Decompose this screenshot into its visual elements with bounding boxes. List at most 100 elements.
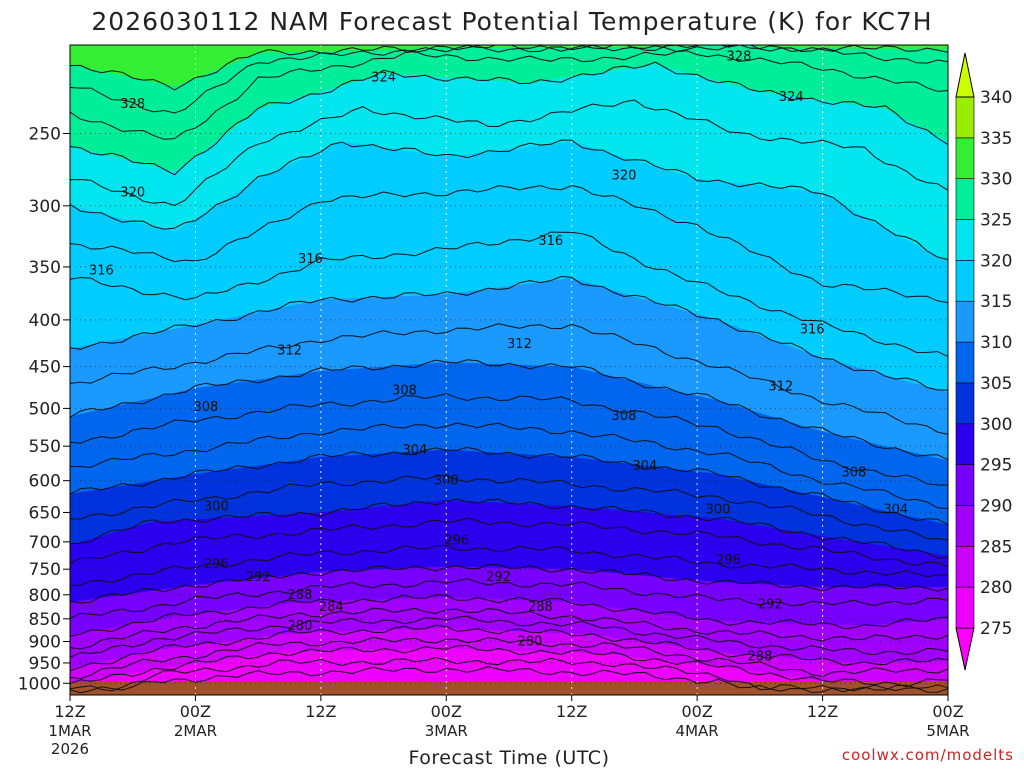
contour-line: [70, 474, 948, 541]
contour-label: 300: [204, 499, 229, 514]
x-tick-label: 12Z: [556, 702, 587, 721]
colorbar-label: 300: [980, 415, 1012, 435]
colorbar-label: 315: [980, 292, 1012, 312]
contour-line: [70, 607, 948, 650]
contour-line: [70, 563, 948, 604]
contour-label: 296: [444, 534, 469, 549]
contour-label: 308: [842, 466, 867, 481]
contour-label: 316: [89, 263, 114, 278]
y-tick-label: 600: [29, 472, 61, 492]
contour-label: 304: [403, 443, 428, 458]
x-tick-label: 12Z: [807, 702, 838, 721]
colorbar-swatch: [955, 341, 975, 384]
contour-line: [70, 578, 948, 619]
x-tick-sublabel: 1MAR: [48, 722, 91, 740]
colorbar-low-arrow: [955, 627, 975, 671]
x-tick-label: 12Z: [305, 702, 336, 721]
contour-labels: 328 324 328 324 320 320 316 316 316 316 312 312 312 3…: [89, 50, 908, 665]
plot-area: [70, 45, 948, 695]
y-tick-label: 750: [29, 560, 61, 580]
credit-link[interactable]: coolwx.com/modelts: [842, 746, 1014, 764]
colorbar-swatch: [955, 178, 975, 220]
colorbar-swatch: [955, 546, 975, 588]
x-tick-label: 00Z: [180, 702, 211, 721]
x-tick-sublabel: 2MAR: [174, 722, 217, 740]
x-tick-label: 12Z: [54, 702, 85, 721]
y-tick-label: 1000: [18, 674, 61, 694]
contour-label: 304: [883, 502, 908, 517]
contour-label: 292: [758, 598, 783, 613]
contour-line: [70, 359, 948, 461]
contour-line: [70, 446, 948, 525]
contour-line: [70, 231, 948, 357]
contour-line: [70, 644, 948, 688]
colorbar-label: 340: [980, 88, 1012, 108]
colorbar-label: 325: [980, 211, 1012, 231]
contour-lines: [70, 45, 948, 694]
colorbar-label: 280: [980, 578, 1012, 598]
contour-label: 280: [288, 619, 313, 634]
x-tick-label: 00Z: [932, 702, 963, 721]
y-tick-label: 850: [29, 610, 61, 630]
colorbar-swatch: [955, 382, 975, 425]
colorbar-swatch: [955, 505, 975, 547]
contour-label: 324: [371, 70, 396, 85]
colorbar: 275 280 285 290 295 300 305 310 315 320 325 330 335 3…: [955, 52, 1012, 671]
contour-label: 280: [517, 634, 542, 649]
x-tick-year: 2026: [51, 740, 89, 758]
contour-line: [70, 594, 948, 637]
x-tick-sublabel: 5MAR: [926, 722, 969, 740]
x-axis-label: Forecast Time (UTC): [409, 747, 610, 768]
grid: [70, 45, 948, 695]
contour-line: [70, 393, 948, 486]
contour-line: [70, 45, 948, 91]
contour-line: [70, 517, 948, 568]
terrain-strip: [70, 682, 948, 695]
contour-line: [70, 615, 948, 659]
x-tick-label: 00Z: [431, 702, 462, 721]
colorbar-swatch: [955, 300, 975, 343]
contour-label: 316: [298, 252, 323, 267]
y-tick-label: 250: [29, 124, 61, 144]
colorbar-label: 290: [980, 496, 1012, 516]
colorbar-swatch: [955, 586, 975, 629]
y-tick-label: 550: [29, 437, 61, 457]
colorbar-swatch: [955, 96, 975, 139]
contour-label: 308: [612, 409, 637, 424]
contour-line: [70, 422, 948, 509]
colorbar-swatch: [955, 219, 975, 261]
contour-line: [70, 61, 948, 176]
y-tick-label: 900: [29, 632, 61, 652]
colorbar-label: 285: [980, 537, 1012, 557]
contour-label: 328: [120, 97, 145, 112]
contour-label: 284: [319, 600, 344, 615]
plot-frame: [69, 44, 949, 696]
y-tick-label: 950: [29, 654, 61, 674]
colorbar-swatch: [955, 464, 975, 506]
contour-line: [70, 99, 948, 207]
contour-label: 312: [768, 379, 793, 394]
x-tick-sublabel: 4MAR: [676, 722, 719, 740]
contour-label: 320: [120, 185, 145, 200]
contour-label: 292: [486, 570, 511, 585]
y-tick-label: 650: [29, 503, 61, 523]
contour-line: [70, 139, 948, 261]
contour-label: 288: [528, 600, 553, 615]
contour-line: [70, 636, 948, 680]
contour-label: 316: [538, 234, 563, 249]
contour-line: [70, 323, 948, 435]
colorbar-label: 310: [980, 333, 1012, 353]
colorbar-label: 275: [980, 619, 1012, 639]
y-tick-label: 800: [29, 586, 61, 606]
contour-label: 320: [612, 169, 637, 184]
contour-line: [70, 45, 948, 114]
contour-label: 316: [800, 323, 825, 338]
contour-label: 324: [779, 90, 804, 105]
contour-label: 296: [204, 557, 229, 572]
contour-label: 304: [632, 459, 657, 474]
contour-label: 300: [706, 502, 731, 517]
y-tick-label: 350: [29, 258, 61, 278]
colorbar-label: 295: [980, 456, 1012, 476]
